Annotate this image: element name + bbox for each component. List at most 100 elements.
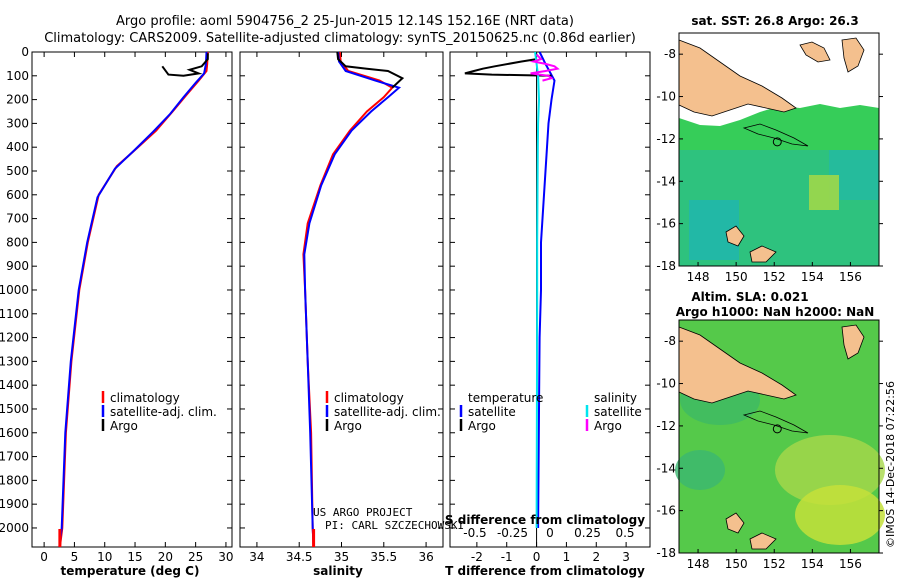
map-y-tick-label: -10 bbox=[656, 90, 676, 104]
difference-panel-frame bbox=[449, 51, 651, 548]
salinity-panel-frame bbox=[239, 51, 444, 548]
map-sst-land-png bbox=[678, 39, 797, 117]
x-tick-label: 3 bbox=[622, 550, 630, 564]
y-tick-label: 1000 bbox=[0, 283, 29, 297]
map-sla-high-patch bbox=[795, 485, 885, 545]
legend-satellite-label: satellite-adj. clim. bbox=[110, 405, 217, 419]
map-sla-land-png bbox=[678, 326, 797, 404]
map-y-tick-label: -10 bbox=[656, 377, 676, 391]
x-tick-label: 34.5 bbox=[286, 550, 313, 564]
map-x-tick-label: 152 bbox=[763, 270, 786, 284]
map-sst-land-island bbox=[841, 37, 865, 73]
map-y-tick-label: -8 bbox=[664, 334, 676, 348]
legend-t-argo-label: Argo bbox=[468, 419, 496, 433]
map-y-tick-label: -18 bbox=[656, 259, 676, 273]
map-y-tick-label: -16 bbox=[656, 217, 676, 231]
y-tick-label: 1500 bbox=[0, 402, 29, 416]
x-tick-label: -2 bbox=[471, 550, 483, 564]
series-climatology bbox=[58, 51, 209, 548]
map-y-tick-label: -14 bbox=[656, 461, 676, 475]
map-sla-land-island bbox=[841, 324, 865, 360]
map-x-tick-label: 150 bbox=[725, 557, 748, 571]
map-sla-reef bbox=[742, 410, 809, 434]
y-tick-label: 600 bbox=[6, 188, 29, 202]
difference-legend-left: temperature satellite Argo bbox=[459, 391, 543, 433]
temperature-xlabel: temperature (deg C) bbox=[61, 564, 200, 578]
x2-tick-label: 0 bbox=[546, 526, 554, 540]
difference-legend-right: salinity satellite Argo bbox=[585, 391, 642, 433]
x-tick-label: 2 bbox=[592, 550, 600, 564]
y-tick-label: 200 bbox=[6, 93, 29, 107]
map-sst-frame bbox=[678, 32, 880, 267]
series-climatology bbox=[302, 51, 394, 548]
series-satellite-adj-clim- bbox=[303, 51, 402, 548]
map-x-tick-label: 152 bbox=[763, 557, 786, 571]
map-sla-ticks: 148 150 152 154 156 -8 -10 -12 -14 -16 -18 bbox=[656, 334, 883, 571]
legend-t-satellite-label: satellite bbox=[468, 405, 516, 419]
map-y-tick-label: -12 bbox=[656, 419, 676, 433]
x-tick-label: -1 bbox=[501, 550, 513, 564]
map-sst-title: sat. SST: 26.8 Argo: 26.3 bbox=[691, 14, 858, 28]
x-tick-label: 34 bbox=[249, 550, 264, 564]
legend-climatology-label: climatology bbox=[110, 391, 180, 405]
y-tick-label: 700 bbox=[6, 212, 29, 226]
y-tick-label: 500 bbox=[6, 164, 29, 178]
y-tick-label: 1800 bbox=[0, 473, 29, 487]
figure-title-line1: Argo profile: aoml 5904756_2 25-Jun-2015… bbox=[116, 14, 574, 29]
map-sla bbox=[675, 319, 885, 554]
profile-lines bbox=[58, 51, 560, 548]
y-tick-label: 900 bbox=[6, 259, 29, 273]
map-sst-profile-location bbox=[772, 137, 782, 147]
map-x-tick-label: 154 bbox=[801, 557, 824, 571]
series-s-argo bbox=[529, 53, 560, 82]
map-sla-land-island bbox=[725, 512, 745, 534]
x-tick-label: 30 bbox=[218, 550, 233, 564]
x2-tick-label: -0.25 bbox=[497, 526, 528, 540]
series-t-argo bbox=[464, 58, 552, 77]
x-tick-label: 5 bbox=[71, 550, 79, 564]
y-tick-label: 100 bbox=[6, 69, 29, 83]
salinity-legend: climatology satellite-adj. clim. Argo bbox=[325, 391, 441, 433]
map-y-tick-label: -14 bbox=[656, 174, 676, 188]
y-tick-label: 1400 bbox=[0, 378, 29, 392]
legend-s-argo-label: Argo bbox=[594, 419, 622, 433]
map-sla-frame bbox=[678, 319, 880, 554]
x-tick-label: 36 bbox=[418, 550, 433, 564]
legend-salinity-title: salinity bbox=[594, 391, 637, 405]
y-tick-label: 800 bbox=[6, 235, 29, 249]
legend-argo-label: Argo bbox=[334, 419, 362, 433]
map-sla-subtitle: Argo h1000: NaN h2000: NaN bbox=[676, 305, 875, 319]
map-sst-warm-patch bbox=[809, 175, 839, 210]
map-x-tick-label: 156 bbox=[839, 270, 862, 284]
y-tick-label: 1900 bbox=[0, 497, 29, 511]
y-tick-label: 1300 bbox=[0, 354, 29, 368]
map-y-tick-label: -8 bbox=[664, 47, 676, 61]
y-tick-label: 1700 bbox=[0, 450, 29, 464]
map-x-tick-label: 150 bbox=[725, 270, 748, 284]
credit-project: US ARGO PROJECT bbox=[313, 506, 413, 519]
y-tick-label: 0 bbox=[21, 45, 29, 59]
legend-climatology-label: climatology bbox=[334, 391, 404, 405]
map-sst-reef bbox=[742, 123, 809, 147]
legend-temperature-title: temperature bbox=[468, 391, 543, 405]
map-y-tick-label: -12 bbox=[656, 132, 676, 146]
y-tick-label: 1200 bbox=[0, 331, 29, 345]
y-tick-label: 300 bbox=[6, 116, 29, 130]
figure-title-line2: Climatology: CARS2009. Satellite-adjuste… bbox=[44, 31, 636, 46]
temperature-legend: climatology satellite-adj. clim. Argo bbox=[101, 391, 217, 433]
difference-xlabel: T difference from climatology bbox=[445, 564, 645, 578]
salinity-xlabel: salinity bbox=[313, 564, 363, 578]
map-sla-title: Altim. SLA: 0.021 bbox=[691, 290, 808, 304]
map-sst bbox=[678, 32, 880, 267]
x-tick-label: 35 bbox=[334, 550, 349, 564]
bottom-marker bbox=[58, 529, 62, 547]
map-sla-low-patch bbox=[675, 450, 725, 490]
y-tick-label: 1100 bbox=[0, 307, 29, 321]
map-sla-land-island bbox=[749, 532, 777, 550]
map-x-tick-label: 154 bbox=[801, 270, 824, 284]
y-tick-label: 2000 bbox=[0, 521, 29, 535]
legend-argo-label: Argo bbox=[110, 419, 138, 433]
x-tick-label: 10 bbox=[97, 550, 112, 564]
series-satellite-adj-clim- bbox=[58, 51, 208, 548]
